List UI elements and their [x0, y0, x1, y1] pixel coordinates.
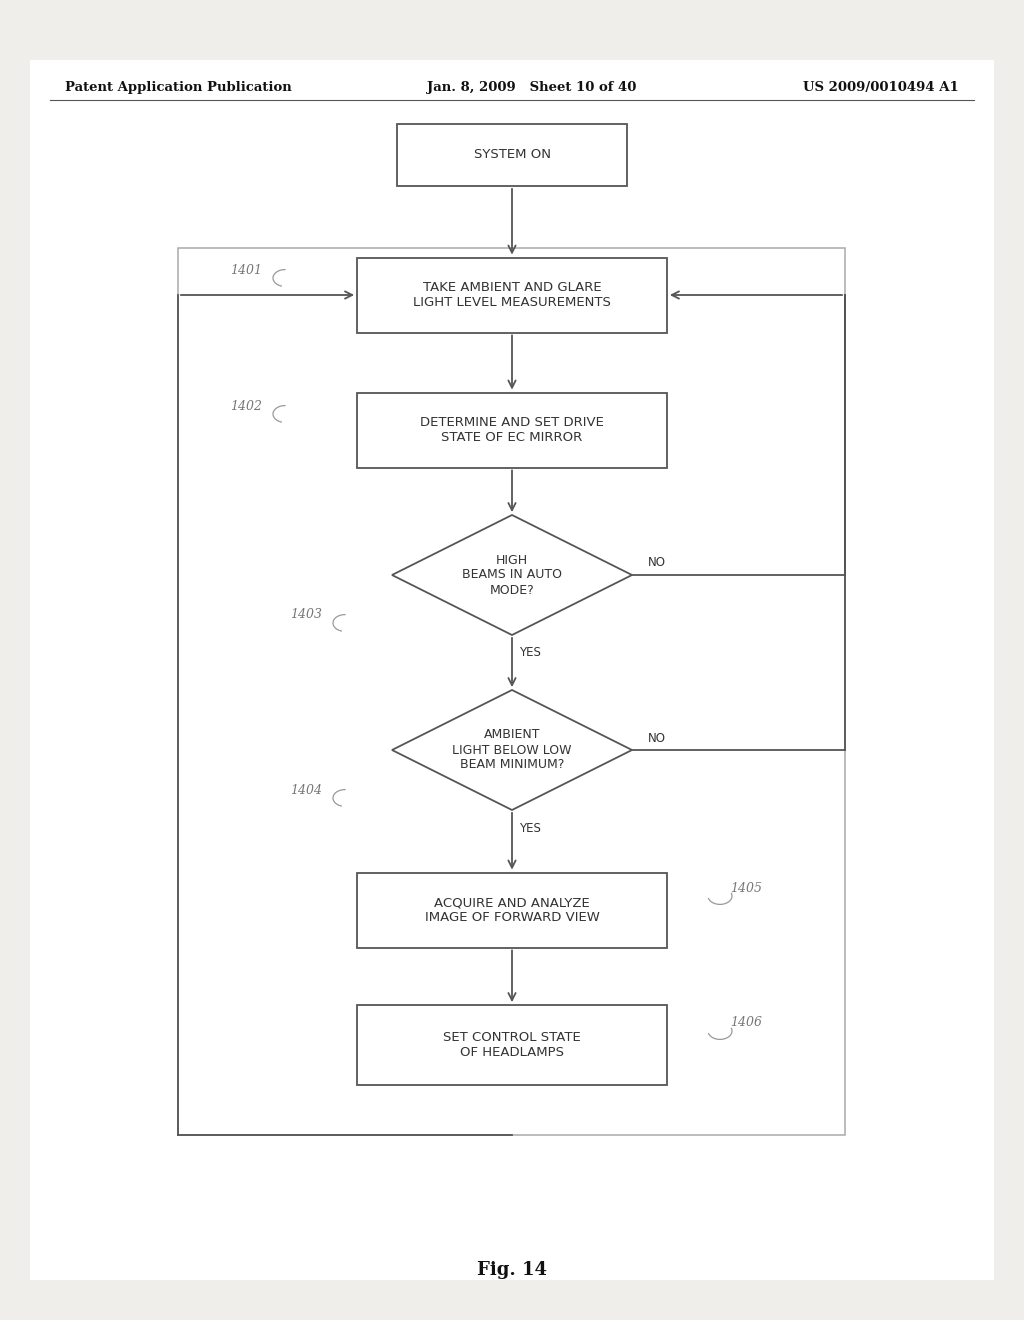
Text: SET CONTROL STATE
OF HEADLAMPS: SET CONTROL STATE OF HEADLAMPS: [443, 1031, 581, 1059]
Text: Patent Application Publication: Patent Application Publication: [65, 81, 292, 94]
Text: YES: YES: [519, 821, 541, 834]
Text: 1403: 1403: [290, 609, 322, 622]
Text: US 2009/0010494 A1: US 2009/0010494 A1: [803, 81, 959, 94]
FancyBboxPatch shape: [397, 124, 627, 186]
Text: Fig. 14: Fig. 14: [477, 1261, 547, 1279]
FancyBboxPatch shape: [30, 59, 994, 1280]
Text: NO: NO: [648, 557, 666, 569]
Text: 1405: 1405: [730, 882, 762, 895]
Text: 1401: 1401: [230, 264, 262, 276]
FancyBboxPatch shape: [357, 392, 667, 467]
Text: NO: NO: [648, 731, 666, 744]
Text: Jan. 8, 2009   Sheet 10 of 40: Jan. 8, 2009 Sheet 10 of 40: [427, 81, 637, 94]
FancyBboxPatch shape: [357, 873, 667, 948]
Text: ACQUIRE AND ANALYZE
IMAGE OF FORWARD VIEW: ACQUIRE AND ANALYZE IMAGE OF FORWARD VIE…: [425, 896, 599, 924]
Text: HIGH
BEAMS IN AUTO
MODE?: HIGH BEAMS IN AUTO MODE?: [462, 553, 562, 597]
Text: AMBIENT
LIGHT BELOW LOW
BEAM MINIMUM?: AMBIENT LIGHT BELOW LOW BEAM MINIMUM?: [453, 729, 571, 771]
Text: YES: YES: [519, 647, 541, 660]
Text: 1404: 1404: [290, 784, 322, 796]
Text: DETERMINE AND SET DRIVE
STATE OF EC MIRROR: DETERMINE AND SET DRIVE STATE OF EC MIRR…: [420, 416, 604, 444]
Text: 1402: 1402: [230, 400, 262, 412]
Text: TAKE AMBIENT AND GLARE
LIGHT LEVEL MEASUREMENTS: TAKE AMBIENT AND GLARE LIGHT LEVEL MEASU…: [413, 281, 611, 309]
Text: 1406: 1406: [730, 1016, 762, 1030]
FancyBboxPatch shape: [357, 1005, 667, 1085]
FancyBboxPatch shape: [357, 257, 667, 333]
Polygon shape: [392, 690, 632, 810]
Polygon shape: [392, 515, 632, 635]
Text: SYSTEM ON: SYSTEM ON: [473, 149, 551, 161]
